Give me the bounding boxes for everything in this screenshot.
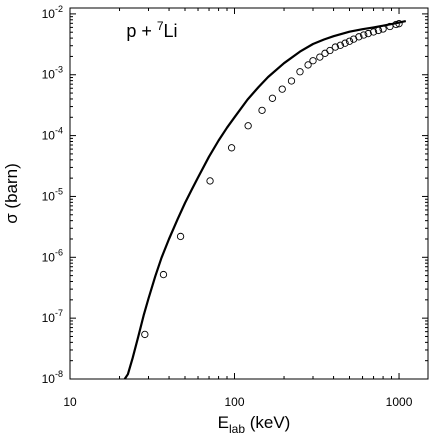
data-point <box>341 39 349 47</box>
x-axis-label: Elab (keV) <box>218 413 291 436</box>
x-tick-label: 10 <box>63 395 77 409</box>
data-point <box>206 177 214 185</box>
y-tick-label: 10-7 <box>42 308 63 325</box>
data-point <box>304 61 312 69</box>
plot-frame <box>69 7 429 380</box>
data-point <box>369 28 378 36</box>
data-point <box>258 106 266 114</box>
data-point <box>244 122 252 130</box>
data-point <box>395 20 403 28</box>
data-point <box>331 43 339 51</box>
x-tick-label: 1000 <box>386 395 413 409</box>
data-point <box>392 20 400 29</box>
data-point <box>309 57 317 65</box>
y-tick-label: 10-4 <box>42 126 63 143</box>
data-point <box>345 37 354 45</box>
data-point <box>364 29 372 38</box>
data-point <box>268 94 277 102</box>
reaction-annotation: p + 7Li <box>126 19 177 41</box>
data-point <box>141 330 149 339</box>
y-tick-label: 10-8 <box>42 369 63 386</box>
plot-area <box>123 20 407 380</box>
data-point <box>287 77 296 85</box>
data-point <box>326 46 334 55</box>
y-axis-label: σ (barn) <box>2 163 21 224</box>
data-point <box>374 26 383 35</box>
data-point <box>360 31 368 39</box>
data-point <box>159 270 168 279</box>
y-tick-label: 10-6 <box>42 247 63 264</box>
x-tick-label: 100 <box>224 395 244 409</box>
data-point <box>176 232 185 241</box>
data-point <box>355 33 363 41</box>
data-point <box>379 25 387 33</box>
data-point <box>336 41 345 49</box>
data-point <box>296 68 304 76</box>
axis-ticks: 10 100 1000 10-8 10-7 10-6 10-5 10-4 10-3 10-2 <box>42 4 428 409</box>
data-point <box>278 85 286 93</box>
y-tick-label: 10-3 <box>42 65 63 82</box>
y-tick-label: 10-5 <box>42 186 63 203</box>
fit-curve <box>123 20 407 380</box>
data-point <box>321 49 329 57</box>
data-point <box>316 53 324 61</box>
y-tick-label: 10-2 <box>42 4 63 21</box>
data-point <box>227 144 236 152</box>
